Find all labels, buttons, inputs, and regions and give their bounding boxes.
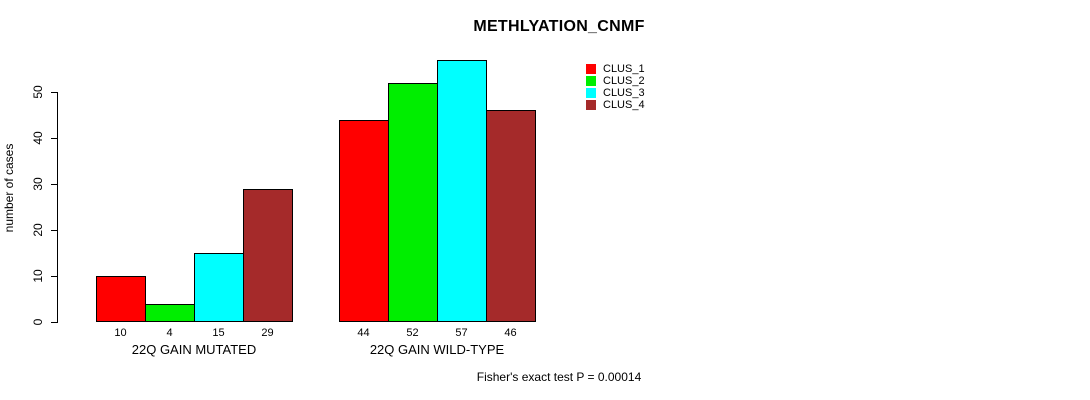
legend-swatch [586,88,596,98]
bar-value-label: 10 [114,327,127,339]
bar [194,253,244,322]
legend-label: CLUS_4 [603,99,645,111]
y-axis-line [57,92,58,323]
bar-value-label: 46 [504,327,517,339]
legend-row: CLUS_3 [586,87,645,99]
chart-title: METHLYATION_CNMF [473,18,645,35]
legend-row: CLUS_2 [586,75,645,87]
y-tick [51,138,57,139]
bar-value-label: 15 [212,327,225,339]
bar [243,189,293,322]
legend-row: CLUS_1 [586,63,645,75]
bar [145,304,195,322]
bar [486,110,536,322]
y-tick-label: 40 [31,131,45,145]
y-tick-label: 50 [31,85,45,99]
legend-swatch [586,76,596,86]
x-category-label: 22Q GAIN WILD-TYPE [369,342,505,357]
bar [437,60,487,322]
y-tick [51,184,57,185]
y-tick-label: 10 [31,269,45,283]
bar [339,120,389,322]
y-axis-label: number of cases [2,143,16,233]
bar-value-label: 4 [166,327,173,339]
legend: CLUS_1 CLUS_2 CLUS_3 CLUS_4 [586,63,645,111]
bar [388,83,438,322]
legend-label: CLUS_2 [603,75,645,87]
y-tick [51,230,57,231]
x-category-label: 22Q GAIN MUTATED [131,342,257,357]
bar-value-label: 57 [455,327,468,339]
legend-swatch [586,64,596,74]
footer-annotation: Fisher's exact test P = 0.00014 [476,370,642,384]
legend-label: CLUS_3 [603,87,645,99]
bar-value-label: 52 [406,327,419,339]
legend-swatch [586,100,596,110]
y-tick-label: 0 [31,318,45,326]
y-tick [51,276,57,277]
y-tick [51,322,57,323]
bar [96,276,146,322]
legend-label: CLUS_1 [603,63,645,75]
legend-row: CLUS_4 [586,99,645,111]
y-tick [51,92,57,93]
y-tick-label: 20 [31,223,45,237]
bar-value-label: 44 [357,327,370,339]
y-tick-label: 30 [31,177,45,191]
bar-value-label: 29 [261,327,274,339]
